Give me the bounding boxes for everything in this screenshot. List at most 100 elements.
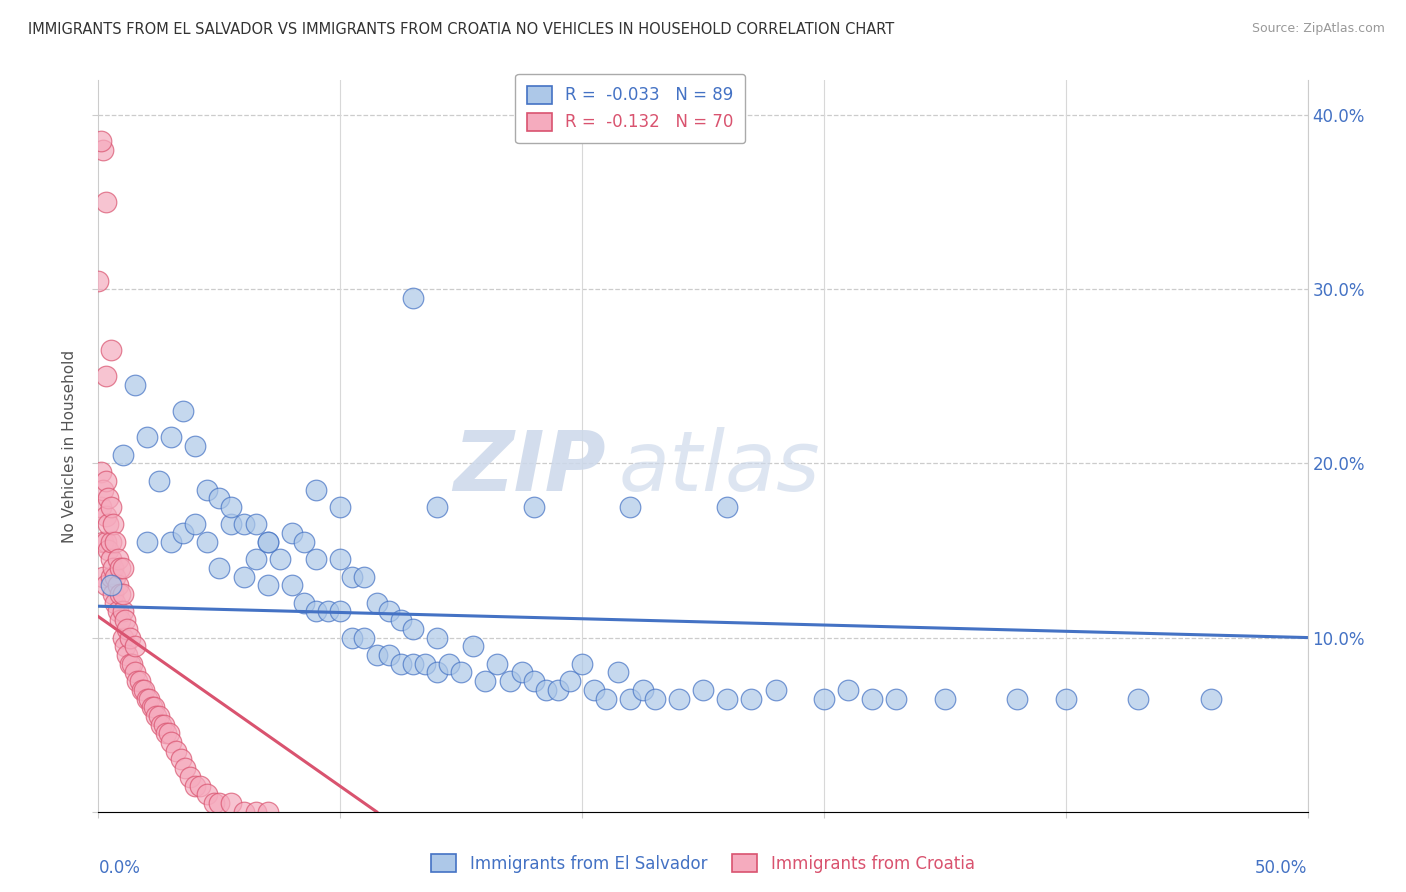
Point	[426, 500, 449, 514]
Point	[169, 752, 191, 766]
Point	[523, 500, 546, 514]
Point	[150, 717, 173, 731]
Point	[90, 500, 112, 514]
Point	[329, 604, 352, 618]
Point	[765, 682, 787, 697]
Point	[100, 569, 122, 583]
Point	[740, 691, 762, 706]
Point	[107, 552, 129, 566]
Point	[232, 805, 254, 819]
Point	[195, 534, 218, 549]
Point	[366, 648, 388, 662]
Point	[131, 682, 153, 697]
Point	[377, 604, 399, 618]
Point	[402, 291, 425, 305]
Point	[204, 796, 226, 810]
Point	[269, 552, 291, 566]
Point	[498, 674, 520, 689]
Point	[256, 805, 278, 819]
Legend: Immigrants from El Salvador, Immigrants from Croatia: Immigrants from El Salvador, Immigrants …	[425, 847, 981, 880]
Point	[607, 665, 630, 680]
Point	[152, 717, 174, 731]
Point	[595, 691, 617, 706]
Point	[172, 526, 194, 541]
Point	[860, 691, 883, 706]
Point	[104, 534, 127, 549]
Point	[111, 561, 134, 575]
Y-axis label: No Vehicles in Household: No Vehicles in Household	[62, 350, 77, 542]
Point	[523, 674, 546, 689]
Text: 0.0%: 0.0%	[98, 859, 141, 877]
Point	[157, 726, 180, 740]
Point	[644, 691, 666, 706]
Point	[426, 665, 449, 680]
Point	[101, 517, 124, 532]
Point	[886, 691, 908, 706]
Point	[160, 430, 183, 444]
Text: Source: ZipAtlas.com: Source: ZipAtlas.com	[1251, 22, 1385, 36]
Point	[111, 604, 134, 618]
Point	[87, 274, 110, 288]
Point	[377, 648, 399, 662]
Point	[281, 526, 304, 541]
Point	[1128, 691, 1150, 706]
Point	[232, 569, 254, 583]
Point	[94, 195, 117, 210]
Point	[619, 691, 641, 706]
Point	[474, 674, 496, 689]
Text: atlas: atlas	[619, 427, 820, 508]
Point	[716, 691, 738, 706]
Point	[558, 674, 581, 689]
Point	[135, 691, 157, 706]
Text: ZIP: ZIP	[454, 427, 606, 508]
Point	[100, 500, 122, 514]
Point	[97, 517, 120, 532]
Point	[141, 700, 163, 714]
Point	[118, 631, 141, 645]
Point	[195, 483, 218, 497]
Point	[108, 561, 131, 575]
Point	[174, 761, 197, 775]
Legend: R =  -0.033   N = 89, R =  -0.132   N = 70: R = -0.033 N = 89, R = -0.132 N = 70	[516, 74, 745, 143]
Point	[450, 665, 472, 680]
Point	[111, 631, 134, 645]
Point	[208, 491, 231, 506]
Point	[94, 474, 117, 488]
Point	[716, 500, 738, 514]
Point	[208, 561, 231, 575]
Point	[837, 682, 859, 697]
Point	[124, 640, 146, 654]
Point	[165, 744, 187, 758]
Point	[245, 805, 267, 819]
Point	[583, 682, 606, 697]
Point	[148, 474, 170, 488]
Point	[342, 631, 364, 645]
Point	[124, 378, 146, 392]
Point	[534, 682, 557, 697]
Point	[100, 534, 122, 549]
Point	[90, 465, 112, 479]
Point	[571, 657, 593, 671]
Point	[121, 657, 143, 671]
Point	[184, 439, 207, 453]
Point	[195, 787, 218, 801]
Point	[100, 552, 122, 566]
Point	[111, 448, 134, 462]
Point	[91, 569, 114, 583]
Point	[135, 430, 157, 444]
Point	[402, 657, 425, 671]
Point	[619, 500, 641, 514]
Point	[188, 779, 211, 793]
Point	[172, 404, 194, 418]
Point	[329, 500, 352, 514]
Point	[292, 596, 315, 610]
Point	[547, 682, 569, 697]
Point	[426, 631, 449, 645]
Point	[353, 569, 375, 583]
Point	[342, 569, 364, 583]
Point	[256, 534, 278, 549]
Point	[245, 552, 267, 566]
Point	[184, 779, 207, 793]
Text: 50.0%: 50.0%	[1256, 859, 1308, 877]
Point	[94, 534, 117, 549]
